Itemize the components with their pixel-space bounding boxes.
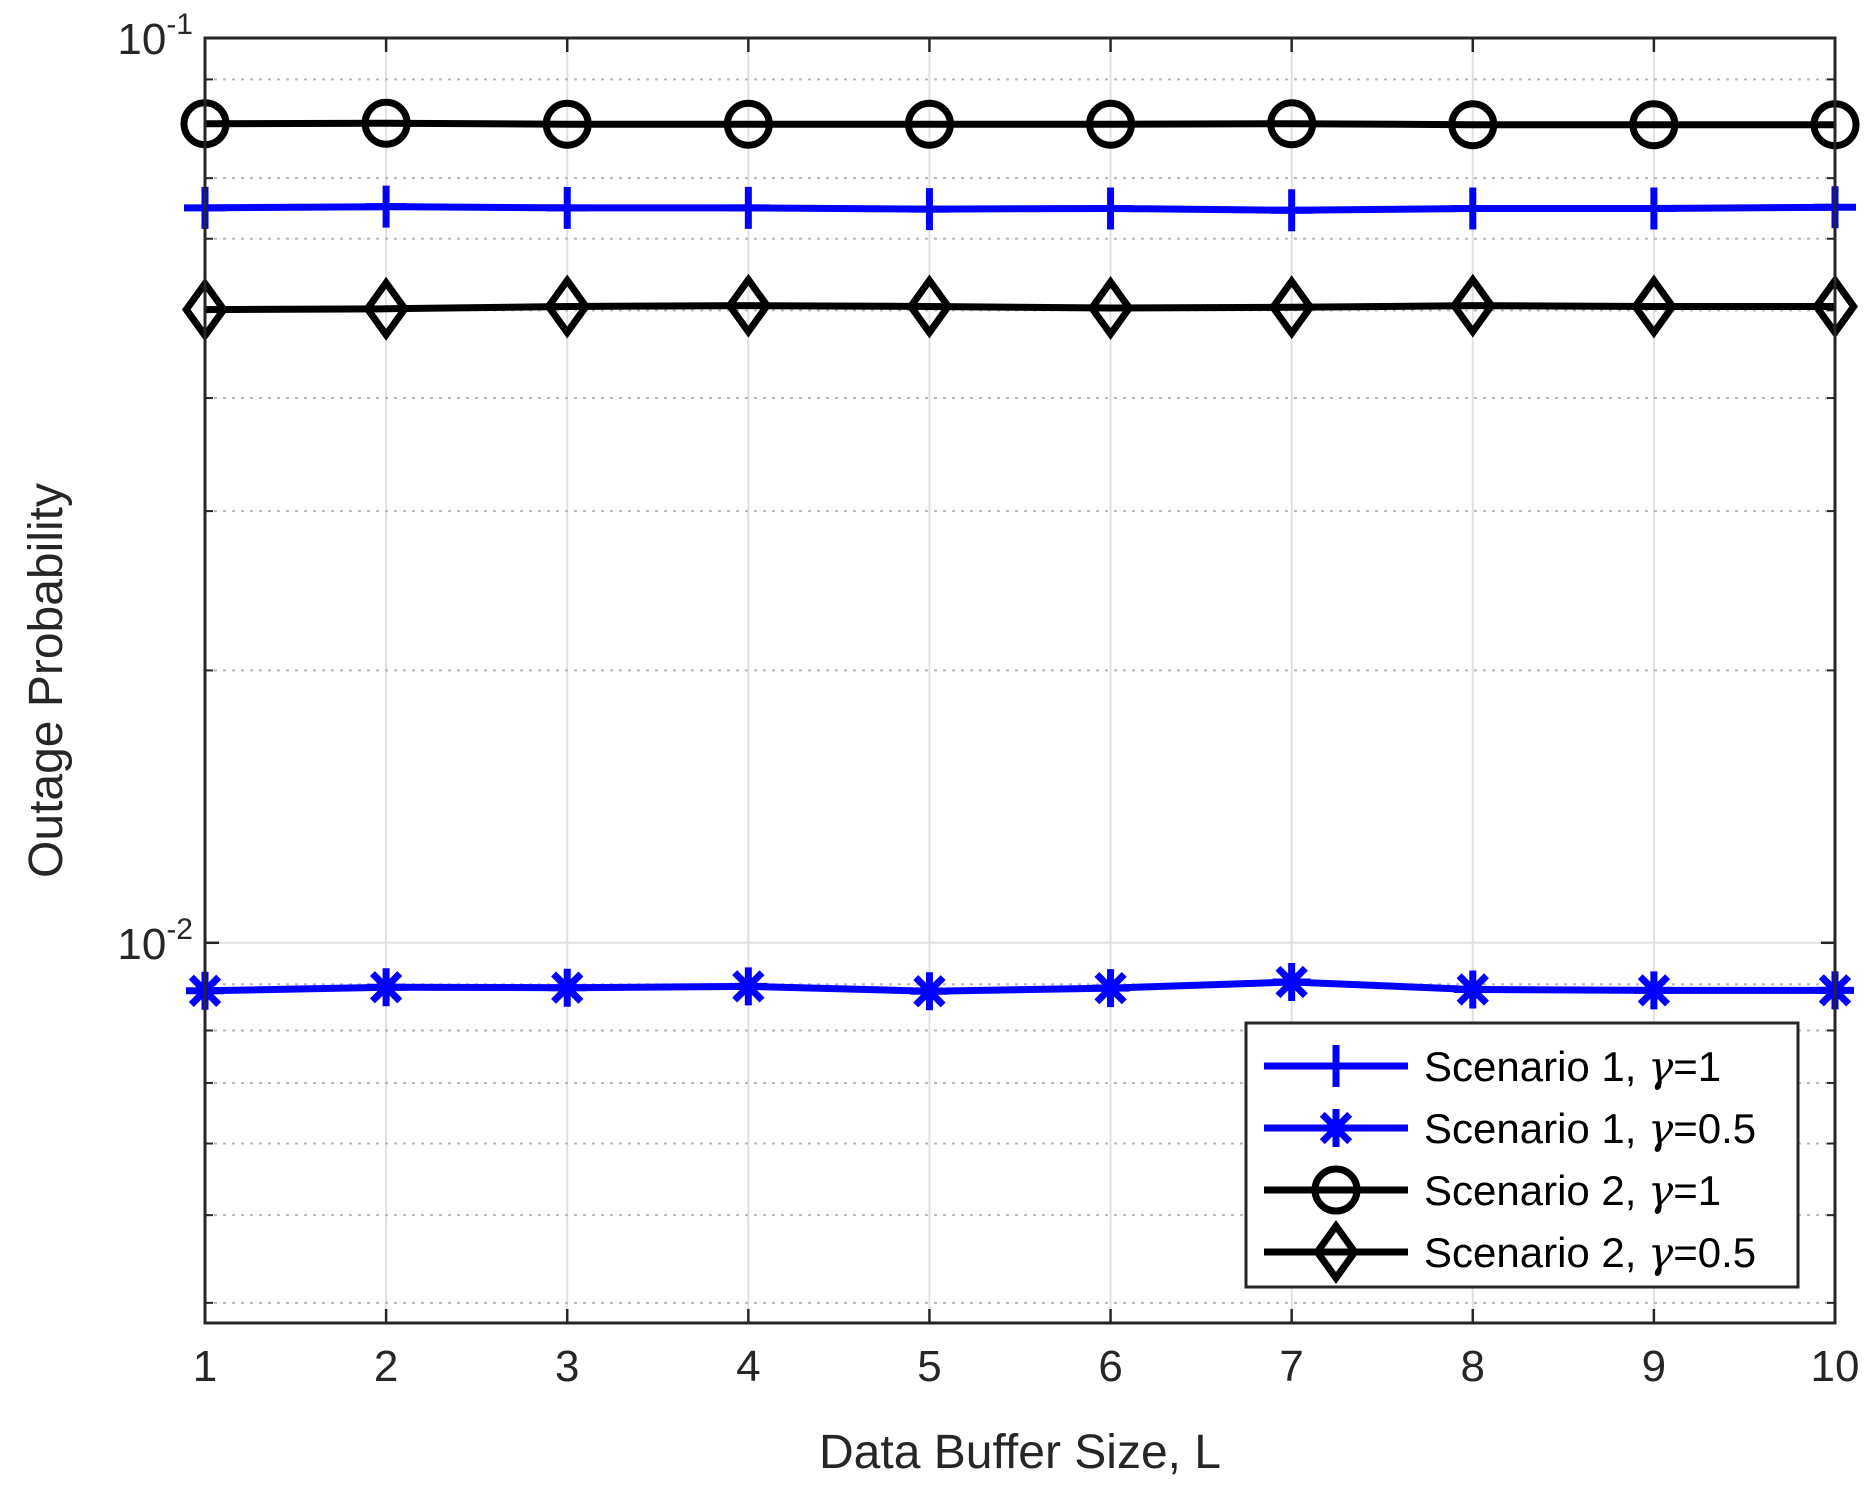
x-tick-label: 5	[917, 1342, 941, 1391]
legend-marker	[1311, 1165, 1361, 1215]
y-tick-label: 10-2	[117, 913, 193, 969]
x-tick-label: 1	[193, 1342, 217, 1391]
data-point	[729, 967, 768, 1006]
legend-entry: Scenario 1, γ=1	[1264, 1042, 1721, 1091]
x-tick-label: 3	[555, 1342, 579, 1391]
data-point	[1268, 275, 1315, 340]
data-point	[1453, 970, 1492, 1009]
x-tick-label: 9	[1642, 1342, 1666, 1391]
data-point	[544, 274, 591, 339]
data-point	[1270, 189, 1313, 232]
data-point	[363, 276, 410, 341]
data-point	[1634, 971, 1673, 1010]
data-point	[546, 186, 589, 229]
data-point	[723, 99, 773, 149]
data-point	[725, 273, 772, 338]
data-point	[1087, 276, 1134, 341]
data-point	[361, 98, 411, 148]
data-point	[367, 968, 406, 1007]
data-point	[906, 274, 953, 339]
legend-label: Scenario 2, γ=1	[1424, 1166, 1721, 1215]
x-tick-label: 6	[1098, 1342, 1122, 1391]
data-point	[548, 968, 587, 1007]
series-line	[204, 119, 1835, 129]
data-point	[727, 186, 770, 229]
legend-marker	[1315, 1045, 1357, 1087]
legend-label: Scenario 1, γ=1	[1424, 1042, 1721, 1091]
data-point	[1089, 187, 1132, 230]
data-point	[1267, 99, 1317, 149]
tick-labels: 1 2 3 4 5 6 7 8 9 10 10-2 10-1	[117, 8, 1859, 1391]
legend-entry: Scenario 2, γ=1	[1264, 1165, 1721, 1215]
legend-entry: Scenario 2, γ=0.5	[1264, 1220, 1756, 1284]
legend-label: Scenario 1, γ=0.5	[1424, 1104, 1756, 1153]
data-point	[908, 188, 951, 231]
legend-marker	[1317, 1109, 1355, 1147]
legend: Scenario 1, γ=1 Scenario 1, γ=0.5 Scenario…	[1244, 1021, 1800, 1289]
legend-marker	[1312, 1220, 1360, 1284]
data-point	[1451, 187, 1494, 230]
series-line	[204, 978, 1835, 995]
x-tick-label: 2	[374, 1342, 398, 1391]
data-point	[1630, 274, 1677, 339]
data-point	[904, 99, 954, 149]
data-point	[1632, 187, 1675, 230]
legend-entry: Scenario 1, γ=0.5	[1264, 1104, 1756, 1153]
y-axis-label: Outage Probability	[20, 483, 73, 878]
data-point	[1448, 100, 1498, 150]
x-tick-label: 10	[1811, 1342, 1860, 1391]
series-4	[181, 273, 1859, 342]
axes-box	[203, 36, 1837, 1325]
x-axis-label: Data Buffer Size, L	[819, 1426, 1221, 1479]
y-tick-label: 10-1	[117, 8, 193, 64]
data-point	[1272, 963, 1311, 1002]
series-line	[204, 203, 1836, 214]
data-point	[910, 972, 949, 1011]
x-tick-label: 4	[736, 1342, 760, 1391]
legend-label: Scenario 2, γ=0.5	[1424, 1228, 1756, 1277]
data-point	[365, 185, 408, 228]
x-tick-label: 8	[1461, 1342, 1485, 1391]
series-line	[204, 302, 1835, 314]
data-point	[542, 99, 592, 149]
data-point	[1449, 273, 1496, 338]
data-point	[1091, 969, 1130, 1008]
x-tick-label: 7	[1279, 1342, 1303, 1391]
data-point	[1086, 99, 1136, 149]
data-point	[1629, 100, 1679, 150]
